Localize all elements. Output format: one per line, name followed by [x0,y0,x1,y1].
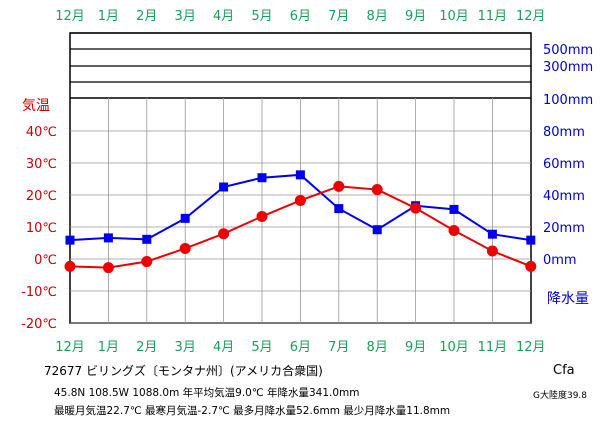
precipitation-point [257,173,267,183]
precipitation-series [65,170,536,245]
month-label-top: 3月 [175,9,196,24]
temperature-point [525,260,537,272]
temperature-tick-label: 20℃ [26,189,57,204]
temperature-point [410,202,422,214]
temperature-point [64,260,76,272]
temperature-tick-label: 40℃ [26,125,57,140]
temperature-point [486,245,498,257]
precipitation-point [449,204,459,214]
precipitation-axis-title: 降水量 [547,291,589,307]
precipitation-tick-label: 300mm [543,60,593,75]
temperature-point [256,210,268,222]
precipitation-tick-label: 20mm [543,221,585,236]
temperature-point [218,228,230,240]
temperature-point [333,180,345,192]
month-label-bottom: 5月 [251,340,272,355]
month-label-bottom: 6月 [290,340,311,355]
precipitation-tick-label: 60mm [543,157,585,172]
temperature-tick-label: -20℃ [21,317,57,332]
precipitation-tick-label: 500mm [543,43,593,58]
precipitation-point [65,235,75,245]
month-label-bottom: 9月 [405,340,426,355]
temperature-axis-title: 気温 [22,98,50,114]
temperature-tick-label: 30℃ [26,157,57,172]
precipitation-point [372,225,382,235]
month-label-top: 7月 [328,9,349,24]
precipitation-point [487,229,497,239]
temperature-point [179,242,191,254]
climate-code: Cfa [553,363,575,378]
temperature-point [141,256,153,268]
month-label-top: 12月 [55,9,85,24]
continentality: G大陸度39.8 [533,389,587,401]
month-label-bottom: 8月 [367,340,388,355]
temperature-point [448,225,460,237]
precipitation-point [219,182,229,192]
month-label-top: 12月 [516,9,546,24]
month-label-bottom: 4月 [213,340,234,355]
month-label-bottom: 2月 [136,340,157,355]
precipitation-tick-label: 100mm [543,93,593,108]
month-label-bottom: 12月 [55,340,85,355]
month-label-top: 9月 [405,9,426,24]
bottom-month-labels: 12月 1月 2月 3月 4月 5月 6月 7月 8月 9月 10月 11月 12月 [55,340,545,355]
month-label-top: 4月 [213,9,234,24]
precipitation-point [295,170,305,180]
month-label-bottom: 12月 [516,340,546,355]
temperature-tick-label: 10℃ [26,221,57,236]
temperature-tick-labels: 40℃ 30℃ 20℃ 10℃ 0℃ -10℃ -20℃ [21,125,57,332]
top-month-labels: 12月 1月 2月 3月 4月 5月 6月 7月 8月 9月 10月 11月 12月 [55,9,545,24]
temperature-point [102,262,114,274]
precipitation-point [103,233,113,243]
month-label-bottom: 11月 [478,340,508,355]
month-label-bottom: 10月 [439,340,469,355]
precipitation-tick-label: 80mm [543,125,585,140]
station-line2: 最暖月気温22.7℃ 最寒月気温-2.7℃ 最多月降水量52.6mm 最少月降水… [54,404,450,417]
temperature-tick-label: -10℃ [21,285,57,300]
temperature-point [371,184,383,196]
month-label-top: 6月 [290,9,311,24]
station-title: 72677 ビリングズ〔モンタナ州〕(アメリカ合衆国) [44,363,323,378]
month-label-top: 11月 [478,9,508,24]
precipitation-tick-label: 0mm [543,253,577,268]
month-label-bottom: 7月 [328,340,349,355]
precipitation-point [334,204,344,214]
month-label-top: 1月 [98,9,119,24]
precipitation-point [526,235,536,245]
month-label-top: 8月 [367,9,388,24]
precipitation-tick-label: 40mm [543,189,585,204]
temperature-point [294,194,306,206]
station-line1: 45.8N 108.5W 1088.0m 年平均気温9.0℃ 年降水量341.0… [54,386,360,399]
temperature-tick-label: 0℃ [34,253,57,268]
month-label-top: 5月 [251,9,272,24]
month-label-bottom: 1月 [98,340,119,355]
temperature-series [64,180,537,274]
precipitation-point [180,213,190,223]
month-label-top: 10月 [439,9,469,24]
month-label-bottom: 3月 [175,340,196,355]
month-label-top: 2月 [136,9,157,24]
precipitation-tick-labels: 500mm 300mm 100mm 80mm 60mm 40mm 20mm 0mm [543,43,593,268]
precipitation-point [142,234,152,244]
